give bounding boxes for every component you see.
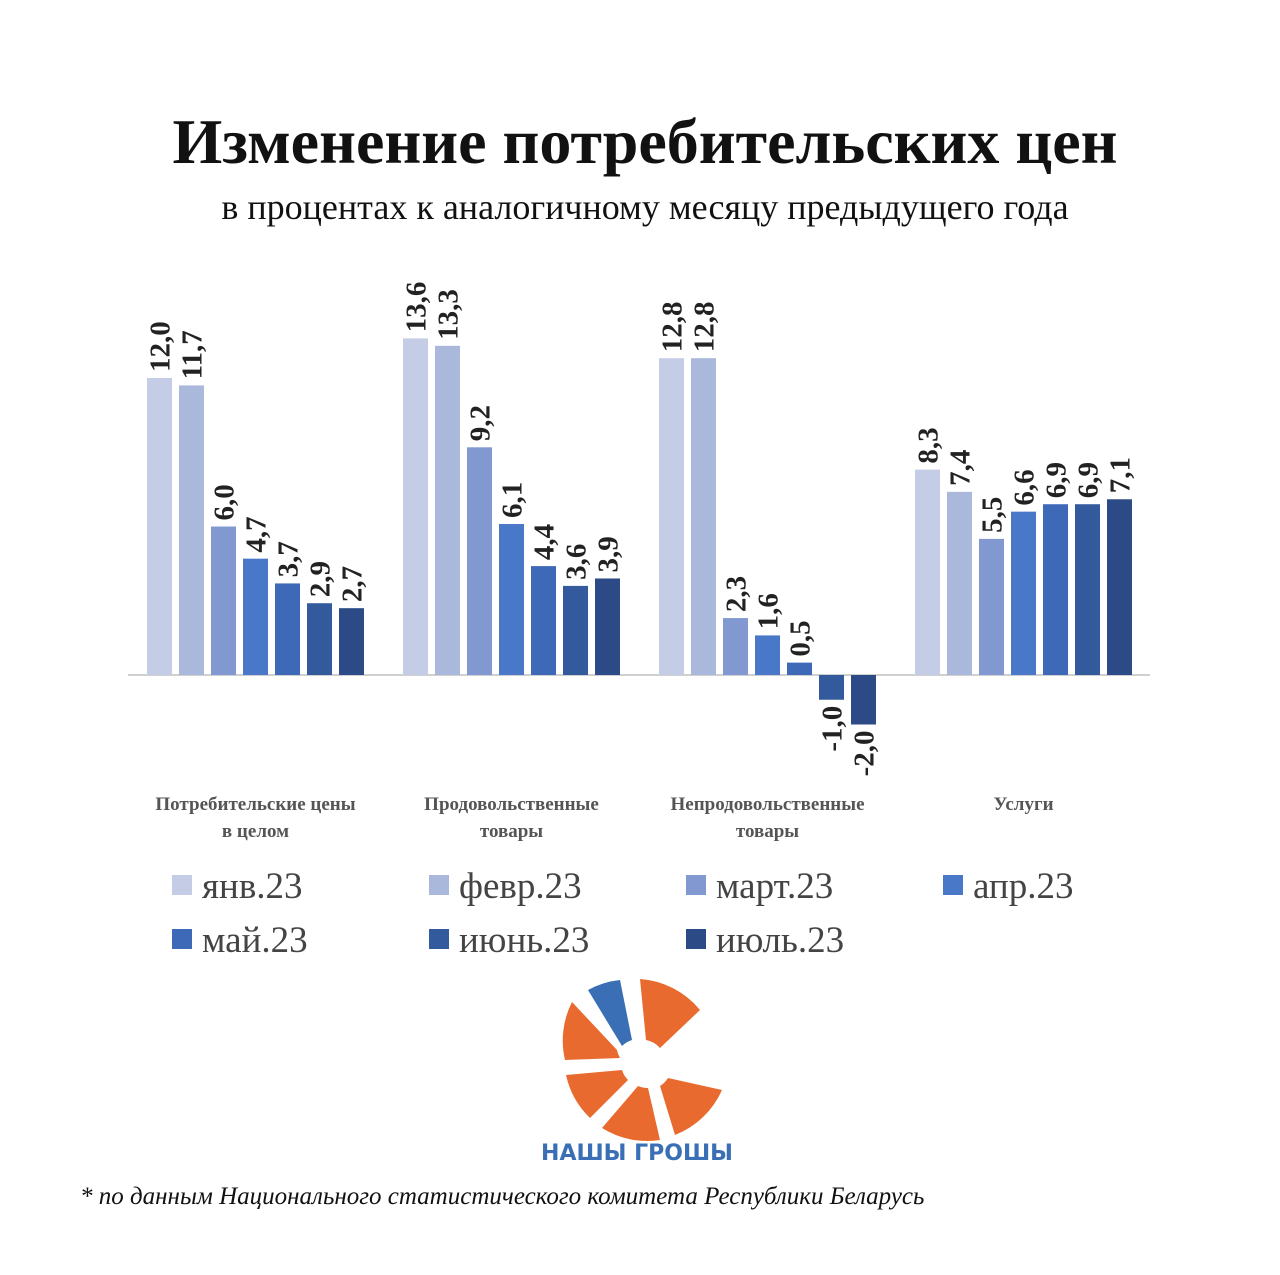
bar <box>1043 504 1068 675</box>
bar <box>403 338 428 675</box>
value-label: 9,2 <box>465 405 497 441</box>
bar <box>851 675 876 725</box>
value-label: 2,9 <box>305 561 337 597</box>
bar <box>339 608 364 675</box>
bar <box>179 385 204 675</box>
bar <box>755 635 780 675</box>
value-label: 8,3 <box>913 427 945 463</box>
value-label: 4,4 <box>529 524 561 560</box>
legend-label: июнь.23 <box>459 920 589 961</box>
value-label: -1,0 <box>817 706 849 752</box>
value-label: 3,9 <box>593 536 625 572</box>
category-label: Непродовольственные товары <box>670 794 864 842</box>
value-label: 2,3 <box>721 576 753 612</box>
bar <box>147 378 172 675</box>
value-label: -2,0 <box>849 731 881 777</box>
bar <box>979 538 1004 675</box>
value-label: 1,6 <box>753 593 785 629</box>
value-label: 6,9 <box>1041 462 1073 498</box>
legend-swatch <box>429 929 449 949</box>
value-label: 6,6 <box>1009 469 1041 505</box>
category-label: Продовольственные товары <box>424 794 599 842</box>
legend-label: янв.23 <box>202 866 303 907</box>
logo-mark <box>562 979 722 1141</box>
value-label: 7,1 <box>1105 457 1137 493</box>
chart-subtitle: в процентах к аналогичному месяцу предыд… <box>221 187 1068 227</box>
bar <box>1107 499 1132 675</box>
bar <box>211 526 236 675</box>
value-label: 3,6 <box>561 544 593 580</box>
value-label: 6,0 <box>209 484 241 520</box>
value-label: 6,1 <box>497 482 529 518</box>
legend-label: апр.23 <box>973 866 1074 907</box>
legend-swatch <box>172 929 192 949</box>
value-label: 13,6 <box>401 282 433 333</box>
legend-label: март.23 <box>716 866 833 907</box>
value-label: 4,7 <box>241 516 273 552</box>
value-label: 2,7 <box>337 566 369 602</box>
bar <box>1011 511 1036 675</box>
bar <box>435 345 460 675</box>
value-label: 11,7 <box>177 330 209 379</box>
bar <box>243 558 268 675</box>
chart-title: Изменение потребительских цен <box>172 106 1117 177</box>
bar <box>819 675 844 700</box>
bar <box>787 662 812 675</box>
bar <box>307 603 332 675</box>
value-label: 0,5 <box>785 620 817 656</box>
bar <box>563 585 588 675</box>
legend-swatch <box>943 875 963 895</box>
bar <box>947 491 972 675</box>
bar <box>659 358 684 675</box>
legend-swatch <box>686 875 706 895</box>
value-label: 5,5 <box>977 497 1009 533</box>
legend-swatch <box>172 875 192 895</box>
value-label: 13,3 <box>433 289 465 340</box>
legend-swatch <box>429 875 449 895</box>
bar <box>531 566 556 675</box>
legend-swatch <box>686 929 706 949</box>
legend-label: июль.23 <box>716 920 844 961</box>
bar <box>723 618 748 675</box>
value-label: 3,7 <box>273 541 305 577</box>
bar <box>915 469 940 675</box>
category-label: Услуги <box>993 794 1053 815</box>
logo-text: НАШЫ ГРОШЫ <box>541 1141 733 1166</box>
value-label: 7,4 <box>945 450 977 486</box>
value-label: 12,8 <box>657 301 689 352</box>
footnote: * по данным Национального статистическог… <box>80 1183 924 1210</box>
bar <box>499 524 524 675</box>
value-label: 12,0 <box>145 321 177 372</box>
category-label: Потребительские цены в целом <box>155 794 355 842</box>
legend-label: февр.23 <box>459 866 582 907</box>
bar <box>467 447 492 675</box>
value-label: 12,8 <box>689 301 721 352</box>
bar <box>595 578 620 675</box>
bar <box>691 358 716 675</box>
bar <box>275 583 300 675</box>
bar <box>1075 504 1100 675</box>
value-label: 6,9 <box>1073 462 1105 498</box>
legend-label: май.23 <box>202 920 308 961</box>
